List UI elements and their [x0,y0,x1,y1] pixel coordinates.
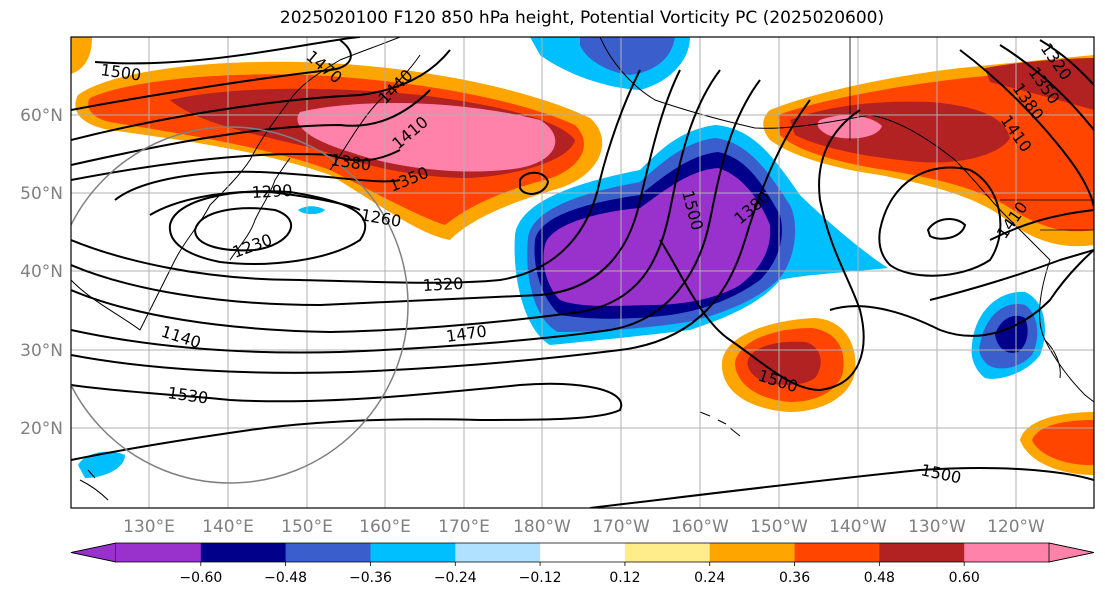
lat-label: 20°N [20,419,63,439]
lon-label: 120°W [987,517,1045,537]
height-contour [71,149,401,181]
colorbar-segment [879,543,965,562]
colorbar-tick-label: −0.48 [264,570,307,586]
height-contour [71,382,623,461]
lat-label: 30°N [20,341,63,361]
colorbar-segment [116,543,202,562]
coastline-japan [229,157,291,261]
lon-label: 140°W [829,517,887,537]
height-contour [71,99,811,374]
height-contour [71,79,761,354]
colorbar-tick-label: −0.60 [179,570,222,586]
map-title: 2025020100 F120 850 hPa height, Potentia… [279,8,885,28]
lon-label: 160°E [359,517,411,537]
colorbar-extend-max [1048,542,1095,563]
lat-label: 60°N [20,106,63,126]
colorbar-tick-label: 0.12 [609,570,640,586]
height-contour [989,209,1094,241]
colorbar-outline [70,542,1095,563]
lat-label: 40°N [20,262,63,282]
map-frame [70,36,1095,509]
lon-label: 140°E [202,517,254,537]
lon-label: 170°W [592,517,650,537]
coastline-philippines [79,469,109,501]
lon-label: 130°E [123,517,175,537]
projection-reference-circle [71,126,409,484]
height-contour [959,49,1094,211]
colorbar-tick-label: 0.48 [864,570,895,586]
height-contour [193,207,292,252]
colorbar-segment [540,543,626,562]
colorbar-segment [455,543,541,562]
colorbar-segment [370,543,456,562]
colorbar-segment [709,543,796,562]
coastline-asia [71,37,401,331]
lon-label: 150°E [281,517,333,537]
height-contour [659,109,865,392]
colorbar-tick-label: 0.60 [949,570,980,586]
pv-positive-blob-southeast [1032,420,1094,466]
pv-positive-region-nw [71,37,92,74]
colorbar-extend-min [70,542,117,563]
coastline-baja [1044,339,1061,379]
height-contour [114,170,401,201]
height-contour [71,89,431,166]
colorbar-segment [794,543,880,562]
height-contour [589,467,1094,508]
lat-label: 50°N [20,184,63,204]
coastlines [71,37,1094,501]
height-contour [1039,39,1094,86]
colorbar-tick-label: 0.24 [694,570,725,586]
colorbar-segment [285,543,371,562]
pv-positive-blob-subtropics [747,341,821,385]
height-contour [929,249,1094,301]
colorbar-tick-label: −0.24 [434,570,477,586]
coastline-kamchatka [329,54,421,171]
coastline-hawaii [699,411,741,437]
lon-label: 150°W [750,517,808,537]
pv-negative-spot [298,206,325,215]
contour-label: 1320 [422,274,464,295]
lon-label: 160°W [671,517,729,537]
height-contour [71,69,641,284]
longitude-labels: 130°E 140°E 150°E 160°E 170°E 180°W 170°… [123,517,1045,537]
colorbar-segment [624,543,711,562]
colorbar-tick-label: −0.36 [349,570,392,586]
coastline-alaska [599,37,1051,261]
lon-label: 180°W [513,517,571,537]
pv-negative-region-east [995,315,1028,353]
contour-label: 1290 [251,181,293,202]
colorbar: −0.60 −0.48 −0.36 −0.24 −0.12 0.12 0.24 0.36 0.4… [70,542,1095,586]
pv-negative-region-north [580,37,675,75]
height-contour [71,69,681,307]
height-contour [926,218,967,240]
height-contour [71,39,352,111]
height-contour [71,69,721,334]
height-contour [519,171,550,195]
height-contour [999,44,1094,131]
colorbar-segment [200,543,287,562]
height-contour [829,249,1094,337]
height-contour [168,190,367,265]
height-contours [71,37,1094,508]
height-contour [94,37,361,65]
gridlines [71,37,1094,508]
pv-positive-region-west [297,102,556,172]
pv-positive-region-east [985,58,1094,110]
lon-label: 170°E [438,517,490,537]
colorbar-segment [964,543,1050,562]
latitude-labels: 60°N 50°N 40°N 30°N 20°N [20,106,63,439]
pv-shading [71,37,1094,478]
height-contour [71,49,451,141]
lon-label: 130°W [908,517,966,537]
height-contour [878,166,1002,277]
colorbar-tick-label: −0.12 [519,570,562,586]
colorbar-tick-label: 0.36 [779,570,810,586]
